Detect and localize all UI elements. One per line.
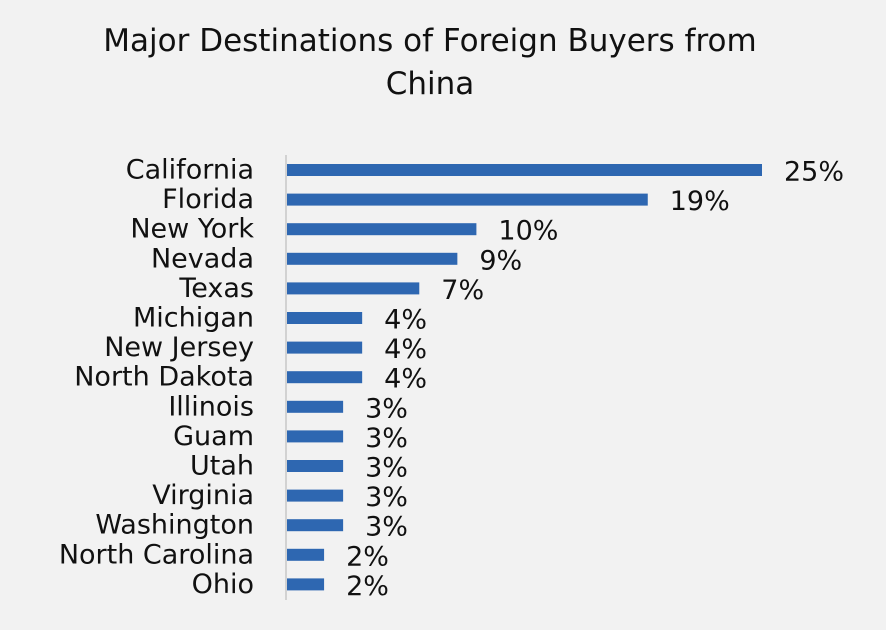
bar <box>287 371 363 384</box>
value-label: 3% <box>365 393 408 424</box>
bar <box>287 341 363 354</box>
value-label: 3% <box>365 423 408 454</box>
category-label: North Carolina <box>59 539 254 570</box>
bar <box>287 252 458 265</box>
category-label: New Jersey <box>104 332 254 363</box>
value-label: 3% <box>365 482 408 513</box>
category-label: Utah <box>190 451 254 482</box>
bar <box>287 193 648 206</box>
value-label: 7% <box>441 275 484 306</box>
bar <box>287 430 344 443</box>
category-label: Illinois <box>168 391 254 422</box>
chart-title: Major Destinations of Foreign Buyers fro… <box>103 23 757 102</box>
category-label: North Dakota <box>74 362 254 393</box>
value-label: 3% <box>365 512 408 543</box>
bar <box>287 578 325 591</box>
category-label: Washington <box>95 510 254 541</box>
value-label: 9% <box>479 245 522 276</box>
value-label: 3% <box>365 453 408 484</box>
bar <box>287 223 477 236</box>
value-label: 4% <box>384 305 427 336</box>
category-label: Ohio <box>192 569 254 600</box>
value-label: 2% <box>346 541 389 572</box>
category-label: New York <box>130 214 254 245</box>
category-label: Guam <box>173 421 254 452</box>
category-label: Virginia <box>152 480 254 511</box>
category-label: California <box>126 155 254 186</box>
bar <box>287 312 363 324</box>
value-label: 10% <box>498 216 558 247</box>
bar <box>287 400 344 413</box>
value-label: 19% <box>670 186 730 217</box>
bar <box>287 489 344 502</box>
bar <box>287 282 420 295</box>
category-label: Michigan <box>133 303 254 334</box>
bar <box>287 519 344 532</box>
value-label: 4% <box>384 364 427 395</box>
value-label: 4% <box>384 334 427 365</box>
bar <box>287 460 344 472</box>
bar <box>287 548 325 561</box>
value-label: 25% <box>784 157 844 188</box>
category-label: Texas <box>178 273 254 304</box>
bar <box>287 164 762 176</box>
value-label: 2% <box>346 571 389 602</box>
category-label: Nevada <box>151 243 254 274</box>
category-label: Florida <box>162 184 254 215</box>
